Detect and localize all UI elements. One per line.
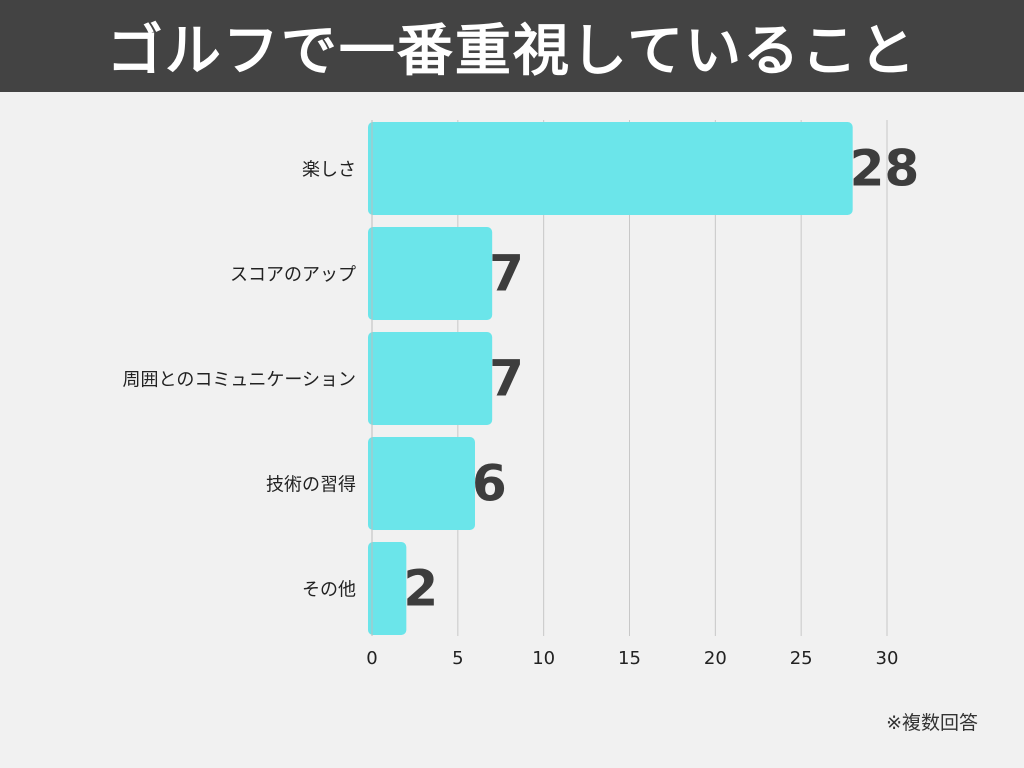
category-label: その他 xyxy=(302,580,356,601)
value-label: 7 xyxy=(489,245,524,303)
category-label: 楽しさ xyxy=(302,160,356,181)
page-title: ゴルフで一番重視していること xyxy=(106,18,918,84)
header-bar: ゴルフで一番重視していること xyxy=(0,0,1024,92)
footnote: ※複数回答 xyxy=(886,712,978,734)
x-tick-label: 25 xyxy=(790,648,813,669)
x-tick-label: 30 xyxy=(876,648,899,669)
value-label: 28 xyxy=(850,140,920,198)
bar xyxy=(368,227,493,320)
bar xyxy=(368,122,853,215)
value-label: 7 xyxy=(489,350,524,408)
x-tick-label: 20 xyxy=(704,648,727,669)
value-label: 2 xyxy=(403,560,438,618)
category-label: 周囲とのコミュニケーション xyxy=(123,370,356,391)
bar xyxy=(368,542,407,635)
category-label: スコアのアップ xyxy=(230,265,356,286)
x-tick-label: 0 xyxy=(366,648,377,669)
x-tick-label: 5 xyxy=(452,648,463,669)
category-label: 技術の習得 xyxy=(266,475,356,496)
x-tick-label: 15 xyxy=(618,648,641,669)
bar xyxy=(368,437,475,530)
bar xyxy=(368,332,493,425)
x-tick-label: 10 xyxy=(532,648,555,669)
value-label: 6 xyxy=(472,455,507,513)
